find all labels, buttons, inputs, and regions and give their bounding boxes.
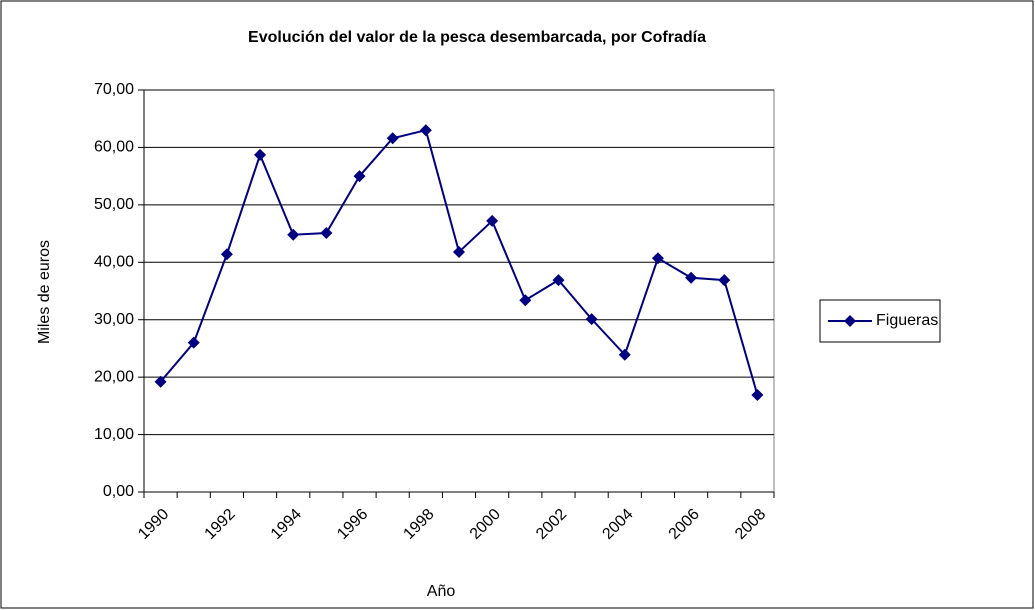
- y-tick-label: 60,00: [94, 139, 134, 156]
- point-marker: [353, 170, 366, 183]
- point-marker: [453, 245, 465, 258]
- y-tick-label: 20,00: [94, 368, 134, 385]
- y-tick-label: 0,00: [103, 483, 134, 500]
- y-tick-label: 30,00: [94, 311, 134, 328]
- y-tick-label: 70,00: [94, 81, 134, 98]
- point-marker: [220, 248, 233, 261]
- point-marker: [751, 388, 764, 401]
- legend-marker: [844, 315, 856, 327]
- y-axis-label: Miles de euros: [36, 240, 53, 344]
- point-marker: [419, 124, 432, 137]
- y-tick-label: 50,00: [94, 196, 134, 213]
- point-marker: [287, 228, 300, 241]
- point-marker: [519, 294, 532, 307]
- point-marker: [651, 252, 664, 265]
- plot-area: [143, 89, 775, 493]
- point-marker: [552, 274, 565, 287]
- point-marker: [685, 271, 698, 284]
- chart-title: Evolución del valor de la pesca desembar…: [248, 29, 706, 46]
- x-axis-label: Año: [427, 583, 456, 600]
- y-tick-label: 10,00: [94, 426, 134, 443]
- y-tick-label: 40,00: [94, 254, 134, 271]
- point-marker: [486, 214, 499, 227]
- point-marker: [254, 148, 267, 161]
- point-marker: [187, 336, 200, 349]
- point-marker: [718, 274, 731, 287]
- legend-label: Figueras: [876, 312, 938, 329]
- point-marker: [618, 348, 631, 361]
- point-marker: [320, 226, 333, 239]
- point-marker: [154, 375, 167, 388]
- point-marker: [386, 132, 399, 145]
- point-marker: [585, 313, 598, 326]
